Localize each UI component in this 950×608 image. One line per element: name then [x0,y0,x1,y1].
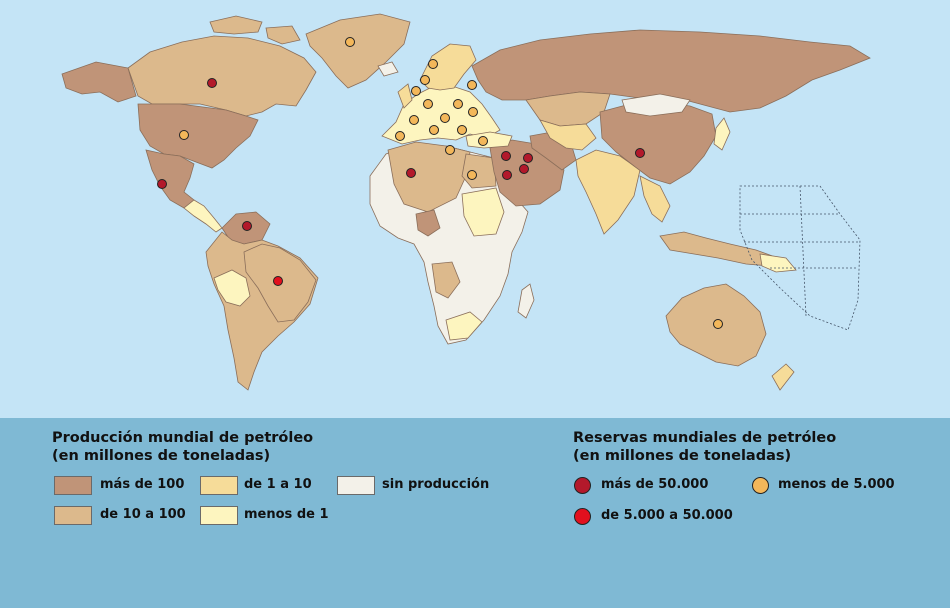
reserve-markers [157,37,723,329]
marker-orange [409,115,419,125]
marker-orange [467,80,477,90]
dot-under-5000 [752,477,769,494]
region-iceland [377,61,399,77]
marker-dark-red [501,151,511,161]
region-turkey [465,131,513,149]
dot-5000-to-50000 [574,508,591,525]
pacific-zones [739,185,861,331]
region-scandinavia [419,43,477,91]
marker-dark-red [635,148,645,158]
label-over-100: más de 100 [100,477,185,492]
region-madagascar [517,283,535,319]
marker-orange [713,319,723,329]
region-japan [713,117,731,151]
region-new-guinea [759,253,797,273]
marker-orange [468,107,478,117]
label-under-5000: menos de 5.000 [778,477,895,492]
marker-orange [453,99,463,109]
swatch-no-production [337,476,375,495]
region-uk [397,83,413,109]
marker-red [273,276,283,286]
marker-dark-red [242,221,252,231]
region-india [575,149,641,235]
marker-orange [445,145,455,155]
region-peru-bolivia [213,269,251,307]
swatch-10-to-100 [54,506,92,525]
region-arctic-islands [209,15,263,35]
region-north-africa [387,141,471,213]
label-10-to-100: de 10 a 100 [100,507,186,522]
reserves-title-line1: Reservas mundiales de petróleo [573,430,837,446]
production-title-line2: (en millones de toneladas) [52,448,271,464]
marker-orange [179,130,189,140]
label-under-1: menos de 1 [244,507,329,522]
marker-dark-red [207,78,217,88]
marker-orange [478,136,488,146]
swatch-over-100 [54,476,92,495]
marker-dark-red [502,170,512,180]
production-title-line1: Producción mundial de petróleo [52,430,314,446]
marker-dark-red [519,164,529,174]
region-angola [431,261,461,299]
region-new-zealand [771,363,795,391]
label-5000-to-50000: de 5.000 a 50.000 [601,508,733,523]
dot-over-50000 [574,477,591,494]
region-alaska [61,61,137,103]
region-central-asia [539,119,597,151]
marker-dark-red [157,179,167,189]
legend-panel: Producción mundial de petróleo (en millo… [0,418,950,608]
marker-dark-red [406,168,416,178]
marker-orange [429,125,439,135]
marker-orange [423,99,433,109]
marker-orange [440,113,450,123]
swatch-under-1 [200,506,238,525]
marker-orange [411,86,421,96]
region-usa [137,103,259,169]
region-arctic-islands-2 [265,25,301,45]
marker-orange [457,125,467,135]
region-mongolia [621,93,691,117]
world-map [61,13,871,391]
swatch-1-to-10 [200,476,238,495]
marker-orange [395,131,405,141]
marker-orange [345,37,355,47]
marker-dark-red [523,153,533,163]
production-legend-title: Producción mundial de petróleo (en millo… [52,429,313,465]
region-south-africa [445,311,483,341]
reserves-title-line2: (en millones de toneladas) [573,448,792,464]
marker-orange [467,170,477,180]
region-se-asia [639,175,671,223]
region-sudan [461,187,505,237]
label-1-to-10: de 1 a 10 [244,477,312,492]
reserves-legend-title: Reservas mundiales de petróleo (en millo… [573,429,836,465]
marker-orange [428,59,438,69]
label-over-50000: más de 50.000 [601,477,709,492]
region-nigeria [415,209,441,237]
marker-orange [420,75,430,85]
region-greenland [305,13,411,89]
label-no-production: sin producción [382,477,490,492]
